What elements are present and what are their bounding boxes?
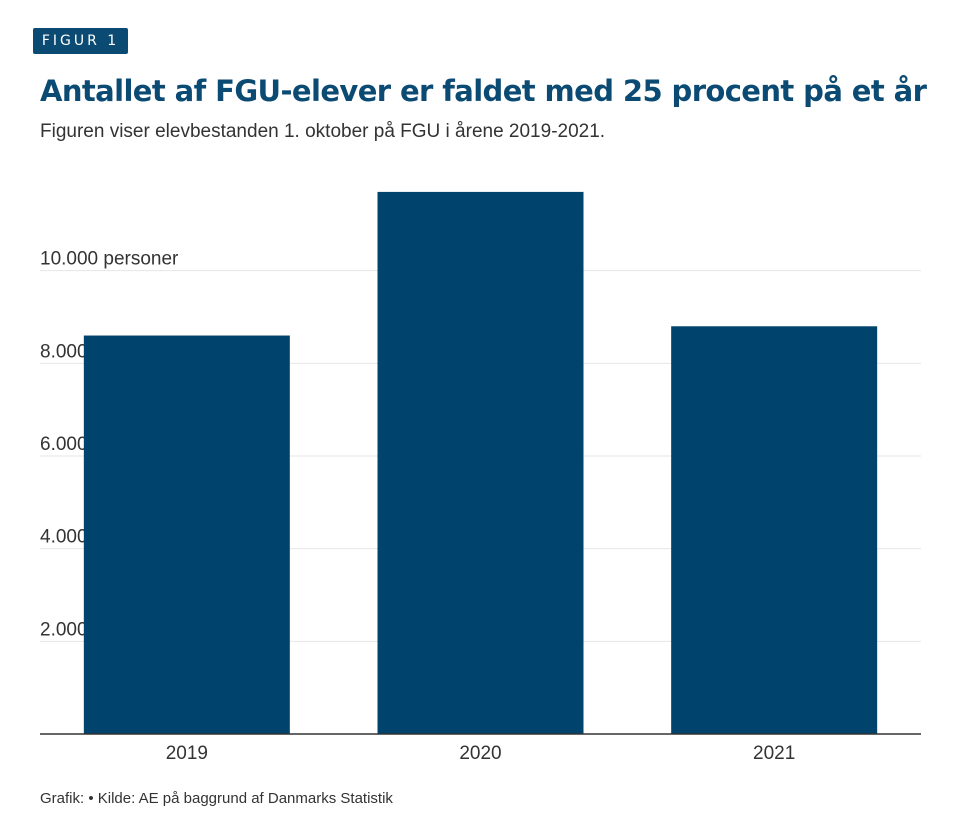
y-tick-label: 6.000 bbox=[40, 434, 88, 455]
figure-badge: FIGUR 1 bbox=[33, 28, 128, 54]
y-tick-label: 8.000 bbox=[40, 341, 88, 362]
source-note: Grafik: • Kilde: AE på baggrund af Danma… bbox=[40, 790, 393, 807]
y-tick-label: 10.000 personer bbox=[40, 249, 179, 270]
chart-subtitle: Figuren viser elevbestanden 1. oktober p… bbox=[40, 121, 606, 142]
chart-title: Antallet af FGU-elever er faldet med 25 … bbox=[40, 74, 927, 108]
bars bbox=[83, 191, 878, 734]
x-tick-label: 2019 bbox=[166, 743, 208, 764]
y-tick-label: 4.000 bbox=[40, 527, 88, 548]
bar-2019 bbox=[83, 335, 290, 734]
x-tick-labels: 2019 2020 2021 bbox=[166, 743, 796, 764]
y-tick-label: 2.000 bbox=[40, 619, 88, 640]
bar-2020 bbox=[377, 191, 584, 734]
bar-2021 bbox=[671, 326, 878, 734]
y-tick-labels: 2.000 4.000 6.000 8.000 10.000 personer bbox=[40, 249, 179, 641]
x-tick-label: 2020 bbox=[459, 743, 501, 764]
x-tick-label: 2021 bbox=[753, 743, 795, 764]
